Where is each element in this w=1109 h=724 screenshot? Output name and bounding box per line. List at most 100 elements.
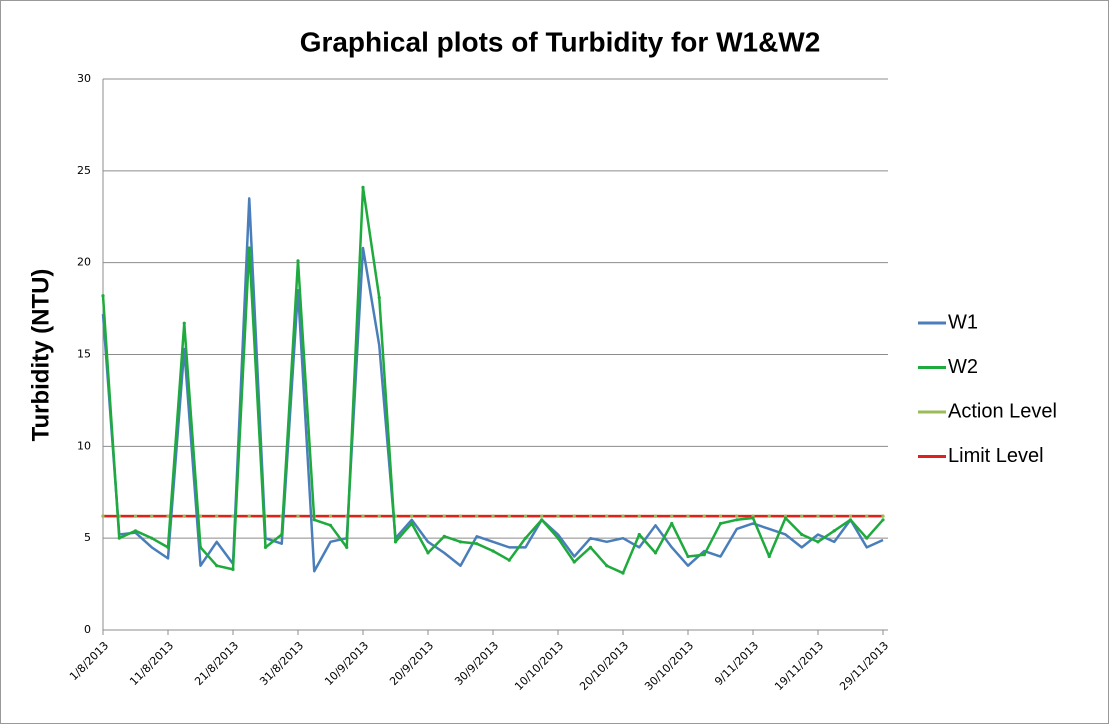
- series-marker: [361, 514, 365, 518]
- series-marker: [540, 514, 544, 518]
- series-marker: [410, 521, 414, 526]
- series-marker: [215, 514, 219, 518]
- series-marker: [686, 554, 690, 559]
- series-marker: [458, 540, 463, 544]
- series-marker: [653, 514, 658, 518]
- series-marker: [816, 514, 820, 518]
- legend-label: Action Level: [948, 400, 1057, 422]
- series-marker: [702, 553, 706, 557]
- series-marker: [426, 551, 430, 555]
- series-marker: [718, 514, 723, 518]
- series-marker: [507, 558, 511, 562]
- series-marker: [198, 514, 203, 518]
- series-marker: [605, 564, 609, 568]
- series-marker: [328, 514, 333, 518]
- y-tick-label: 5: [84, 531, 91, 544]
- series-marker: [150, 536, 154, 540]
- series-marker: [848, 514, 853, 518]
- series-marker: [832, 514, 836, 518]
- series-marker: [653, 551, 658, 555]
- series-marker: [198, 545, 203, 549]
- series-marker: [507, 514, 511, 518]
- series-marker: [832, 529, 836, 533]
- series-marker: [540, 518, 544, 522]
- series-marker: [328, 523, 333, 527]
- series-marker: [881, 518, 885, 522]
- series-marker: [101, 294, 105, 298]
- y-tick-label: 15: [77, 348, 91, 361]
- series-marker: [800, 514, 804, 518]
- y-tick-label: 25: [77, 164, 91, 177]
- series-marker: [296, 514, 300, 518]
- series-marker: [588, 545, 593, 549]
- y-tick-label: 0: [84, 623, 91, 636]
- y-tick-label: 10: [77, 439, 91, 452]
- legend-label: W2: [948, 356, 978, 378]
- series-marker: [588, 514, 593, 518]
- series-marker: [345, 545, 349, 549]
- y-axis-title: Turbidity (NTU): [27, 269, 54, 442]
- series-marker: [231, 514, 235, 518]
- series-marker: [296, 259, 300, 263]
- series-marker: [751, 516, 755, 520]
- series-marker: [393, 540, 398, 544]
- series-marker: [767, 554, 771, 559]
- series-marker: [865, 536, 869, 540]
- series-marker: [491, 514, 495, 518]
- series-marker: [133, 514, 138, 518]
- series-marker: [133, 529, 138, 533]
- series-marker: [410, 514, 414, 518]
- series-marker: [475, 542, 479, 546]
- series-marker: [426, 514, 430, 518]
- series-marker: [605, 514, 609, 518]
- series-marker: [377, 514, 381, 518]
- series-marker: [702, 514, 706, 518]
- series-marker: [215, 564, 219, 568]
- series-marker: [231, 567, 235, 571]
- series-marker: [361, 185, 365, 189]
- series-marker: [735, 518, 739, 522]
- legend-label: Limit Level: [948, 445, 1044, 467]
- legend-label: W1: [948, 311, 978, 333]
- chart-title: Graphical plots of Turbidity for W1&W2: [300, 26, 821, 57]
- series-marker: [572, 514, 576, 518]
- series-marker: [117, 536, 121, 540]
- series-marker: [881, 514, 885, 518]
- series-marker: [621, 514, 625, 518]
- series-marker: [621, 571, 625, 575]
- series-marker: [523, 514, 528, 518]
- series-marker: [150, 514, 154, 518]
- series-marker: [767, 514, 771, 518]
- series-marker: [848, 518, 853, 522]
- series-marker: [637, 514, 641, 518]
- series-marker: [247, 514, 251, 518]
- series-marker: [783, 516, 788, 520]
- series-marker: [263, 545, 268, 549]
- series-marker: [166, 545, 170, 549]
- series-marker: [442, 514, 446, 518]
- series-marker: [182, 321, 186, 325]
- series-marker: [442, 534, 446, 538]
- series-marker: [556, 514, 560, 518]
- series-marker: [491, 549, 495, 553]
- y-tick-label: 20: [77, 256, 91, 269]
- series-marker: [475, 514, 479, 518]
- series-marker: [280, 532, 284, 537]
- series-marker: [718, 521, 723, 526]
- series-marker: [556, 536, 560, 540]
- series-marker: [458, 514, 463, 518]
- series-marker: [865, 514, 869, 518]
- series-marker: [670, 514, 674, 518]
- series-marker: [637, 532, 641, 537]
- series-marker: [166, 514, 170, 518]
- series-marker: [800, 532, 804, 537]
- series-marker: [312, 518, 316, 522]
- series-marker: [735, 514, 739, 518]
- series-marker: [377, 295, 381, 300]
- series-marker: [523, 536, 528, 540]
- y-tick-label: 30: [77, 72, 91, 85]
- series-marker: [686, 514, 690, 518]
- series-marker: [670, 521, 674, 526]
